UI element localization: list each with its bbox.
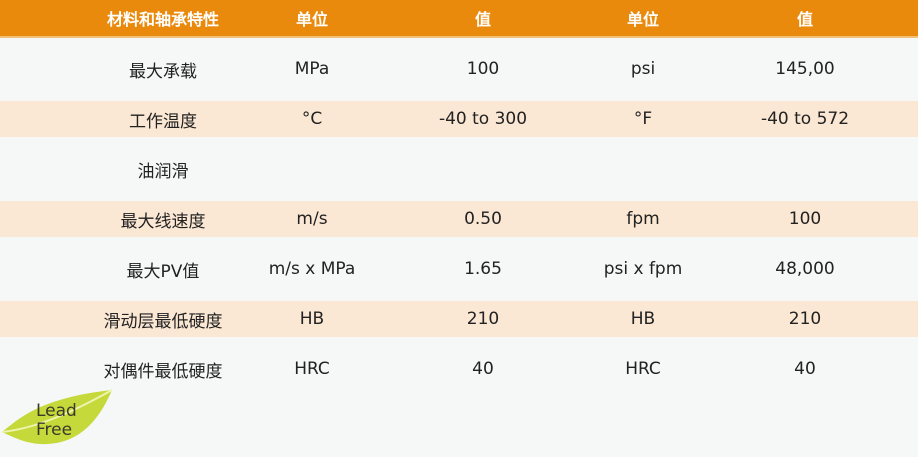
unit-imperial: °F [633, 109, 653, 129]
unit-imperial: fpm [626, 209, 660, 229]
property-name: 最大线速度 [120, 211, 206, 232]
unit-metric: HRC [294, 359, 330, 379]
value-metric: 1.65 [464, 259, 502, 279]
value-metric: 100 [466, 59, 500, 79]
value-imperial: 40 [794, 359, 816, 379]
table-row: 油润滑 [0, 144, 918, 194]
value-imperial: 210 [788, 309, 822, 329]
property-name: 最大PV值 [126, 261, 200, 282]
table-row: 工作温度 °C -40 to 300 °F -40 to 572 [0, 94, 918, 144]
unit-metric: °C [301, 109, 323, 129]
unit-metric: HB [299, 309, 325, 329]
header-unit-imperial: 单位 [626, 10, 660, 29]
unit-metric: m/s x MPa [268, 259, 356, 279]
header-property: 材料和轴承特性 [106, 10, 220, 29]
lead-free-logo: Lead Free [1, 389, 113, 445]
table-row: 最大PV值 m/s x MPa 1.65 psi x fpm 48,000 [0, 244, 918, 294]
property-name: 油润滑 [137, 161, 189, 182]
value-metric: -40 to 300 [438, 109, 528, 129]
value-imperial: 48,000 [775, 259, 835, 279]
value-metric: 0.50 [464, 209, 502, 229]
value-metric: 40 [472, 359, 494, 379]
unit-imperial: HB [630, 309, 656, 329]
value-imperial: 100 [788, 209, 822, 229]
logo-line2: Free [36, 420, 72, 440]
table-row: 最大承载 MPa 100 psi 145,00 [0, 44, 918, 94]
property-name: 滑动层最低硬度 [103, 311, 223, 332]
table-row: 最大线速度 m/s 0.50 fpm 100 [0, 194, 918, 244]
unit-metric: m/s [296, 209, 328, 229]
table-row: 对偶件最低硬度 HRC 40 HRC 40 [0, 344, 918, 394]
table-header: 材料和轴承特性 单位 值 单位 值 [0, 0, 918, 38]
header-value-metric: 值 [474, 10, 492, 29]
value-imperial: 145,00 [775, 59, 835, 79]
unit-imperial: psi x fpm [603, 259, 683, 279]
unit-metric: MPa [294, 59, 330, 79]
unit-imperial: psi [630, 59, 656, 79]
logo-line1: Lead [36, 401, 77, 421]
property-name: 对偶件最低硬度 [103, 361, 223, 382]
header-unit-metric: 单位 [295, 10, 329, 29]
value-imperial: -40 to 572 [760, 109, 850, 129]
value-metric: 210 [466, 309, 500, 329]
unit-imperial: HRC [625, 359, 661, 379]
property-name: 工作温度 [129, 111, 197, 132]
table-row: 滑动层最低硬度 HB 210 HB 210 [0, 294, 918, 344]
property-name: 最大承载 [129, 61, 197, 82]
header-value-imperial: 值 [796, 10, 814, 29]
